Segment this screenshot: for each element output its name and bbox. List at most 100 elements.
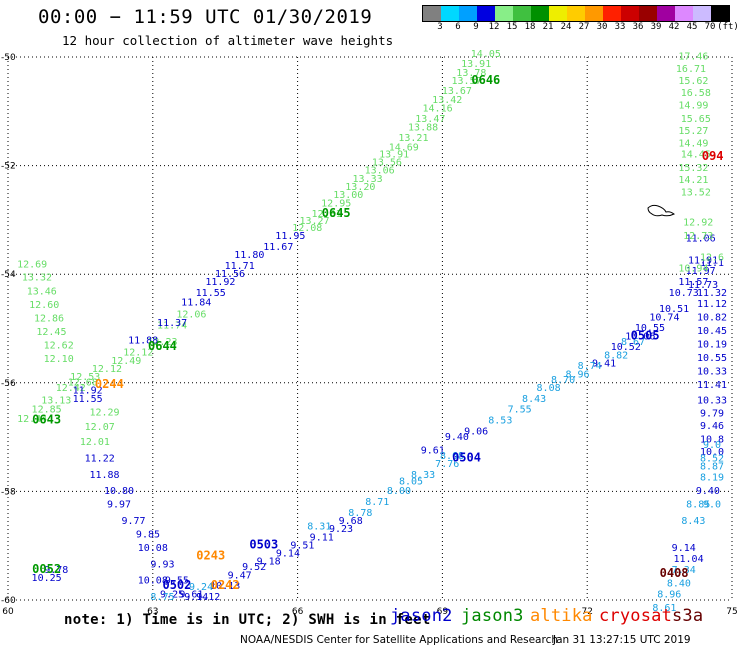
wave-height-value: 9.24 — [189, 582, 213, 593]
wave-height-value: 10.8 — [700, 435, 724, 446]
color-scale-label: 21 — [542, 22, 554, 32]
wave-height-value: 8.71 — [365, 497, 389, 508]
wave-height-value: 12.42 — [56, 383, 86, 394]
wave-height-value: 12.49 — [111, 356, 141, 367]
wave-height-value: 10.51 — [659, 304, 689, 315]
pass-label: 0505 — [631, 328, 660, 342]
wave-height-value: 8.96 — [565, 369, 589, 380]
color-scale-label: 18 — [524, 22, 536, 32]
wave-height-value: 10.19 — [697, 340, 727, 351]
wave-height-value: 10.33 — [697, 395, 727, 406]
wave-height-value: 9.85 — [136, 530, 160, 541]
wave-height-value: 8.52 — [700, 454, 724, 465]
wave-height-value: 9.40 — [696, 486, 720, 497]
wave-height-value: 12.60 — [29, 300, 59, 311]
wave-height-value: 12.01 — [80, 437, 110, 448]
color-scale-label: 6 — [455, 22, 461, 32]
wave-height-value: 15.62 — [678, 76, 708, 87]
pass-label: 0504 — [452, 451, 481, 465]
wave-height-value: 11.88 — [128, 336, 158, 347]
wave-height-value: 14.69 — [389, 142, 419, 153]
color-scale-label: 27 — [578, 22, 590, 32]
wave-height-value: 13.27 — [299, 216, 329, 227]
color-swatch — [639, 6, 657, 21]
satellite-jason2: jason2 — [390, 606, 453, 626]
color-swatch — [711, 6, 729, 21]
wave-height-value: 8.05 — [399, 476, 423, 487]
color-scale-label: 33 — [614, 22, 626, 32]
wave-height-value: 8.85 — [686, 500, 710, 511]
wave-height-value: 8.67 — [621, 337, 645, 348]
wave-height-value: 13.33 — [353, 174, 383, 185]
color-swatch — [513, 6, 531, 21]
chart-subtitle: 12 hour collection of altimeter wave hei… — [62, 33, 394, 48]
y-tick-label: -52 — [1, 162, 16, 172]
wave-height-value: 9.78 — [44, 565, 68, 576]
wave-height-value: 14.05 — [471, 49, 501, 60]
generated-timestamp: Jan 31 13:27:15 UTC 2019 — [553, 634, 691, 646]
wave-height-value: 8.53 — [488, 416, 512, 427]
wave-height-value: 13.47 — [415, 114, 445, 125]
wave-height-value: 9.12 — [196, 592, 220, 603]
wave-height-value: 10.08 — [138, 576, 168, 587]
wave-height-value: 12.62 — [44, 341, 74, 352]
wave-height-value: 11.32 — [697, 288, 727, 299]
wave-height-value: 11.06 — [686, 234, 716, 245]
wave-height-value: 8.08 — [537, 383, 561, 394]
wave-height-value: 14.45 — [681, 149, 711, 160]
color-scale-label: 9 — [473, 22, 479, 32]
wave-height-value: 10.0 — [700, 447, 724, 458]
wave-height-value: 13.67 — [442, 86, 472, 97]
wave-height-value: 10.08 — [138, 543, 168, 554]
wave-height-value: 12.07 — [85, 422, 115, 433]
wave-height-value: 15.32 — [678, 163, 708, 174]
credit-line: NOAA/NESDIS Center for Satellite Applica… — [240, 634, 558, 646]
island-outline — [647, 204, 675, 217]
wave-height-value: 12.08 — [292, 223, 322, 234]
pass-label: 0052 — [32, 562, 61, 576]
wave-height-values: 14.0513.9113.7813.5713.6713.4214.1613.47… — [17, 49, 727, 614]
wave-height-value: 13.00 — [333, 190, 363, 201]
wave-height-value: 11.74 — [157, 321, 187, 332]
wave-height-value: 9.97 — [107, 500, 131, 511]
wave-height-value: 11.55 — [196, 288, 226, 299]
wave-height-value: 12.68 — [68, 378, 98, 389]
wave-height-value: 11.97 — [686, 266, 716, 277]
wave-height-value: 12.12 — [92, 364, 122, 375]
wave-height-value: 12.92 — [683, 217, 713, 228]
color-scale-label: (ft) — [717, 22, 739, 32]
wave-height-value: 12.06 — [176, 310, 206, 321]
wave-height-value: 10.80 — [104, 486, 134, 497]
wave-height-value: 11.56 — [215, 269, 245, 280]
color-swatch — [603, 6, 621, 21]
wave-height-value: 13.88 — [408, 122, 438, 133]
y-tick-label: -56 — [1, 379, 16, 389]
wave-height-value: 8.96 — [657, 589, 681, 600]
wave-height-value: 9.93 — [150, 559, 174, 570]
wave-height-value: 11.80 — [234, 250, 264, 261]
wave-height-value: 13.78 — [456, 68, 486, 79]
wave-height-value: 13.57 — [451, 76, 481, 87]
wave-height-value: 15.65 — [681, 114, 711, 125]
wave-height-value: 8.40 — [667, 578, 691, 589]
wave-height-value: 9.46 — [700, 421, 724, 432]
wave-height-value: 15.27 — [678, 126, 708, 137]
pass-label: 0645 — [322, 206, 351, 220]
wave-height-value: 11.92 — [73, 386, 103, 397]
wave-height-value: 13.91 — [461, 59, 491, 70]
wave-height-value: 13.52 — [681, 187, 711, 198]
wave-height-value: 7.34 — [672, 565, 696, 576]
wave-height-value: 9.68 — [339, 516, 363, 527]
wave-height-value: 9.0 — [703, 440, 721, 451]
x-tick-label: 75 — [726, 607, 737, 617]
wave-height-value: 9.55 — [165, 576, 189, 587]
pass-label: 0408 — [660, 566, 689, 580]
wave-height-value: 7.76 — [435, 459, 459, 470]
wave-height-value: 8.19 — [700, 473, 724, 484]
wave-height-value: 11.92 — [205, 277, 235, 288]
wave-height-value: 12.73 — [683, 231, 713, 242]
wave-height-value: 12.95 — [321, 198, 351, 209]
wave-height-value: 11.95 — [275, 231, 305, 242]
wave-height-value: 9.14 — [184, 592, 208, 603]
wave-height-value: 12.12 — [123, 348, 153, 359]
